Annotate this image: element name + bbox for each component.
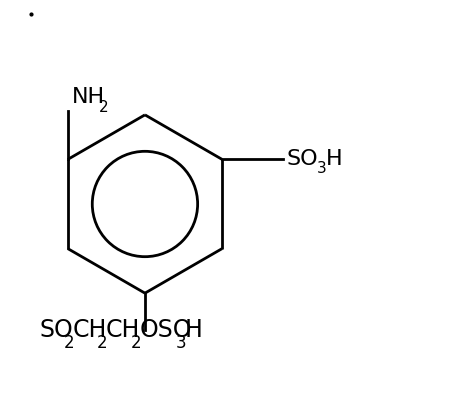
Text: CH: CH xyxy=(73,318,107,342)
Text: OSO: OSO xyxy=(139,318,191,342)
Text: CH: CH xyxy=(106,318,140,342)
Text: 3: 3 xyxy=(175,334,186,352)
Text: 3: 3 xyxy=(316,161,326,176)
Text: H: H xyxy=(184,318,202,342)
Text: 2: 2 xyxy=(97,334,107,352)
Text: 2: 2 xyxy=(130,334,141,352)
Text: SO: SO xyxy=(40,318,73,342)
Text: SO: SO xyxy=(286,149,318,169)
Text: H: H xyxy=(325,149,341,169)
Text: 2: 2 xyxy=(64,334,74,352)
Text: 2: 2 xyxy=(99,100,109,115)
Text: NH: NH xyxy=(72,87,105,107)
